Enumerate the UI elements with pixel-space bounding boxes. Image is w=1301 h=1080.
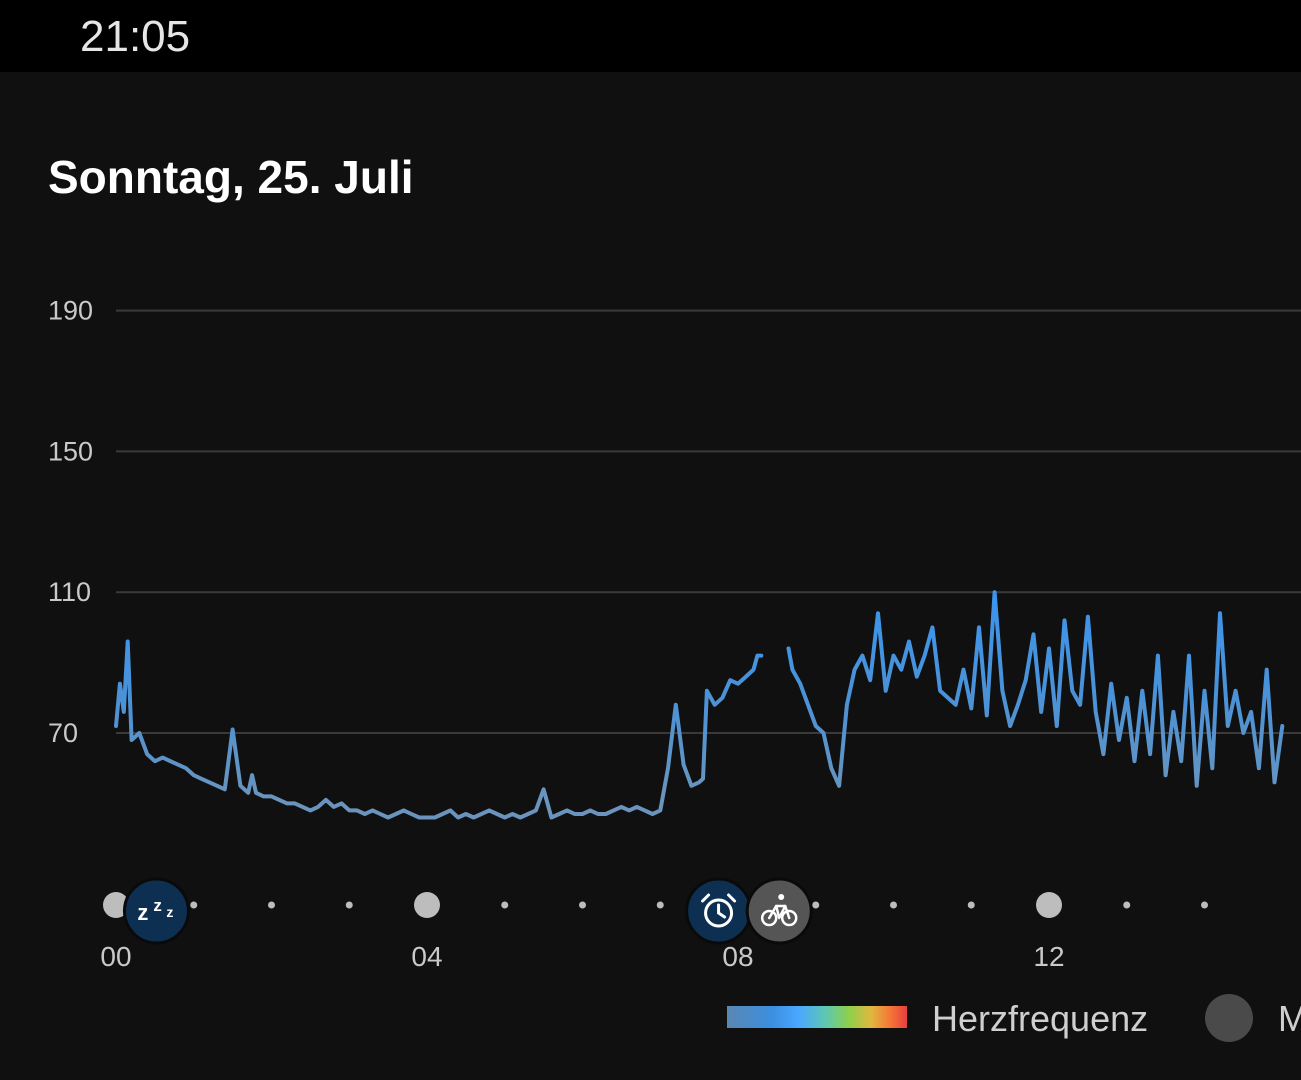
rider-head xyxy=(778,894,785,900)
x-tick-label: 00 xyxy=(100,941,131,972)
activity-marker[interactable] xyxy=(745,877,813,945)
timeline-hour-marker xyxy=(414,892,440,918)
z-glyph: z xyxy=(166,904,173,920)
alarm-clock-icon xyxy=(701,893,737,928)
sleep-marker-circle[interactable] xyxy=(122,877,190,945)
bell-right xyxy=(727,893,737,903)
clock-face xyxy=(704,898,734,928)
bell-left xyxy=(701,893,711,903)
heart-rate-legend-gradient xyxy=(727,1006,907,1028)
bike-wheel-rear xyxy=(760,909,778,927)
z-glyph: z xyxy=(137,900,148,925)
x-tick-label: 12 xyxy=(1033,941,1064,972)
clock-hands xyxy=(717,903,727,919)
bike-frame xyxy=(767,904,791,920)
timeline-dot xyxy=(812,901,820,909)
legend-dot-icon[interactable] xyxy=(1205,994,1253,1042)
timeline-dot xyxy=(890,901,897,909)
timeline-dot xyxy=(579,901,586,909)
x-tick-label: 04 xyxy=(411,941,442,972)
x-tick-label: 08 xyxy=(722,941,753,972)
timeline-dot xyxy=(1123,901,1131,909)
status-bar: 21:05 xyxy=(0,0,1301,72)
status-time: 21:05 xyxy=(80,12,191,61)
z-glyph: z xyxy=(153,896,162,915)
timeline-dot xyxy=(190,901,198,909)
activity-marker-circle[interactable] xyxy=(745,877,813,945)
grid-lines xyxy=(116,309,1301,734)
y-axis-ticks: 190 150 110 70 xyxy=(48,296,93,748)
bike-wheel-front xyxy=(780,909,798,927)
legend-label-second[interactable]: M xyxy=(1278,998,1301,1039)
y-tick-label: 70 xyxy=(48,718,78,748)
timeline-dot xyxy=(345,901,353,909)
timeline-dot xyxy=(967,901,975,909)
heart-rate-series xyxy=(114,590,1285,820)
bicycle-icon xyxy=(760,894,798,927)
legend-label-heart-rate[interactable]: Herzfrequenz xyxy=(932,998,1149,1039)
y-tick-label: 150 xyxy=(48,436,93,466)
timeline-dot xyxy=(501,901,509,909)
bike-frame-inner xyxy=(774,904,787,920)
x-axis-ticks: 00 04 08 12 xyxy=(100,941,1064,972)
timeline-dot xyxy=(656,901,664,909)
heart-rate-line-segment-0 xyxy=(114,639,764,820)
heart-rate-line-segment-1 xyxy=(786,590,1285,788)
timeline-hour-marker xyxy=(1036,892,1062,918)
timeline-dot xyxy=(1201,901,1208,909)
y-tick-label: 110 xyxy=(48,577,91,607)
page-title: Sonntag, 25. Juli xyxy=(48,151,414,203)
wake-marker[interactable] xyxy=(685,877,753,945)
y-tick-label: 190 xyxy=(48,296,93,326)
timeline-dot xyxy=(268,901,275,909)
timeline-hour-marker xyxy=(103,892,129,918)
